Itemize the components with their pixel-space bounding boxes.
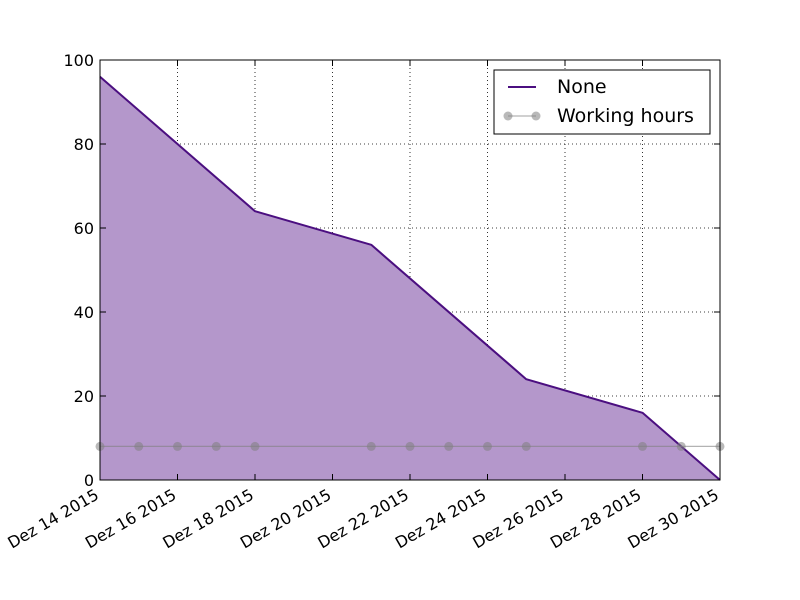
- working-hours-series: [95, 441, 725, 451]
- series-line-none: [99, 76, 721, 481]
- working-hours-point-6: [405, 441, 415, 451]
- working-hours-point-4: [250, 441, 260, 451]
- y-tick-label-0: 0: [84, 471, 94, 490]
- legend-label-none: None: [557, 76, 607, 98]
- legend: None Working hours: [493, 69, 711, 135]
- working-hours-point-2: [173, 441, 182, 451]
- working-hours-point-10: [638, 441, 647, 451]
- y-tick-label-2: 40: [74, 303, 94, 322]
- legend-swatch-working-hours-marker-0: [503, 111, 513, 121]
- working-hours-point-5: [366, 441, 376, 451]
- y-tick-label-4: 80: [74, 135, 94, 154]
- legend-label-working-hours: Working hours: [557, 105, 694, 127]
- y-tick-label-3: 60: [74, 219, 94, 238]
- working-hours-point-7: [444, 441, 454, 451]
- working-hours-point-11: [676, 441, 686, 451]
- y-tick-label-1: 20: [74, 387, 94, 406]
- legend-box: [493, 69, 711, 135]
- working-hours-point-9: [521, 441, 531, 451]
- working-hours-point-8: [483, 441, 492, 451]
- working-hours-point-3: [211, 441, 221, 451]
- legend-swatch-working-hours-marker-1: [531, 111, 541, 121]
- working-hours-point-1: [134, 441, 144, 451]
- line-series: [99, 76, 721, 481]
- y-tick-label-5: 100: [63, 51, 94, 70]
